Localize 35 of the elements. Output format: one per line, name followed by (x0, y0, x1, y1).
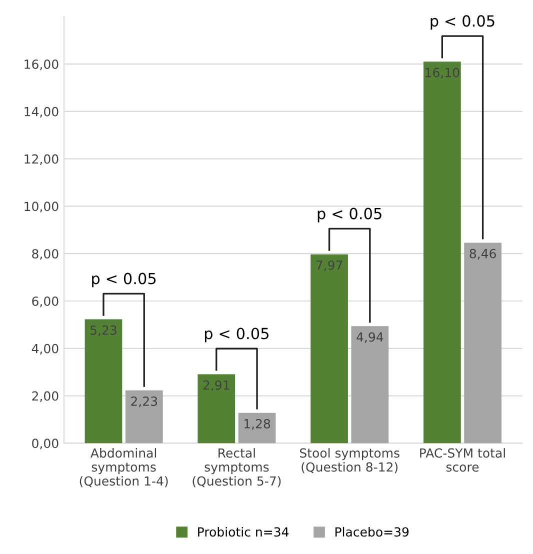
data-label: 4,94 (356, 332, 384, 344)
y-tick-label: 2,00 (32, 391, 58, 402)
data-label: 1,28 (244, 419, 270, 430)
legend-label: Probiotic n=34 (198, 526, 289, 537)
data-label: 8,46 (470, 248, 496, 260)
x-tick-label: PAC-SYM total score (420, 448, 505, 472)
y-tick-label: 16,00 (24, 59, 58, 70)
data-label: 7,97 (316, 260, 342, 272)
data-label: 2,91 (203, 380, 230, 392)
annotation: p < 0.05 (92, 272, 156, 288)
bar (351, 326, 389, 444)
bar (84, 319, 122, 444)
y-tick-label: 4,00 (32, 344, 58, 355)
bar (464, 242, 502, 444)
bar (198, 374, 236, 444)
x-tick-label: Abdominal symptoms (Question 1-4) (80, 448, 168, 488)
legend-label: Placebo=39 (335, 526, 409, 537)
data-label: 5,23 (90, 325, 116, 336)
bar (423, 62, 461, 444)
y-tick-label: 12,00 (24, 154, 58, 166)
y-tick-label: 6,00 (32, 296, 58, 308)
y-tick-label: 10,00 (24, 202, 58, 212)
bar (125, 390, 163, 444)
bar (238, 412, 276, 444)
x-tick-label: Stool symptoms (Question 8-12) (300, 448, 400, 474)
data-label: 2,23 (131, 396, 158, 408)
data-label: 16,10 (426, 68, 460, 79)
x-tick-label: Rectal symptoms (Question 5-7) (192, 448, 281, 488)
annotation: p < 0.05 (318, 208, 382, 222)
y-tick-label: 14,00 (24, 106, 58, 118)
annotation: p < 0.05 (430, 15, 494, 30)
bar (310, 254, 348, 444)
y-tick-label: 8,00 (32, 249, 58, 260)
y-tick-label: 0,00 (32, 438, 58, 450)
annotation: p < 0.05 (204, 328, 268, 342)
